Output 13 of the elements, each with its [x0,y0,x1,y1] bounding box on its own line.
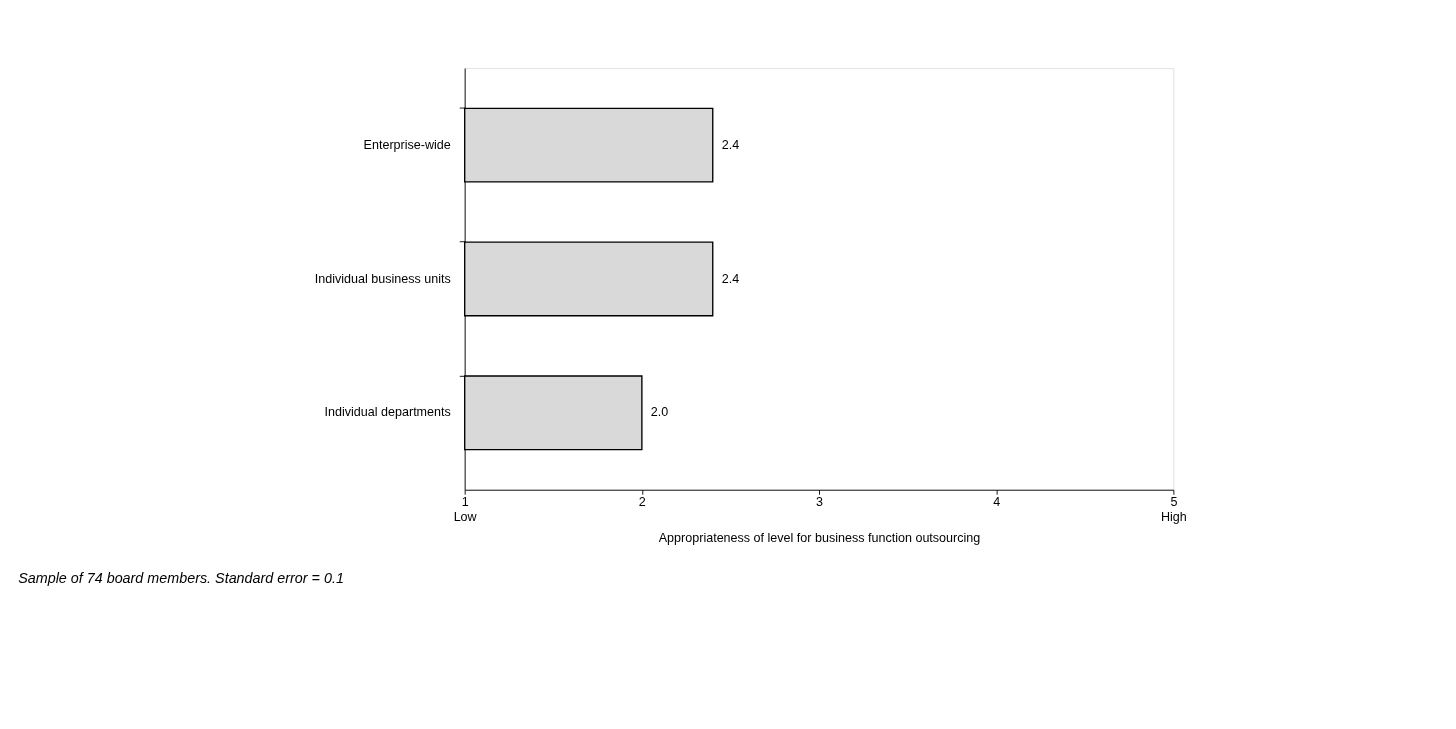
x-tick-label: 1 Low [453,495,478,524]
x-tick-label: 4 [993,495,1001,510]
y-tick-label: Individual business units [314,271,451,286]
x-tick-label: 2 [638,495,646,510]
data-label: 2.0 [650,405,669,420]
data-label: 2.4 [721,137,740,152]
y-tick-label: Enterprise-wide [363,137,451,152]
text: Sample of 74 board members. Standard error = 0.1 [18,570,344,587]
y-tick-label: Individual departments [324,405,451,420]
x-axis-title: Appropriateness of level for business function outsourcing [658,531,981,546]
x-tick-label: 5 High [1160,495,1187,524]
data-label: 2.4 [721,271,740,286]
x-tick-label: 3 [816,495,824,510]
